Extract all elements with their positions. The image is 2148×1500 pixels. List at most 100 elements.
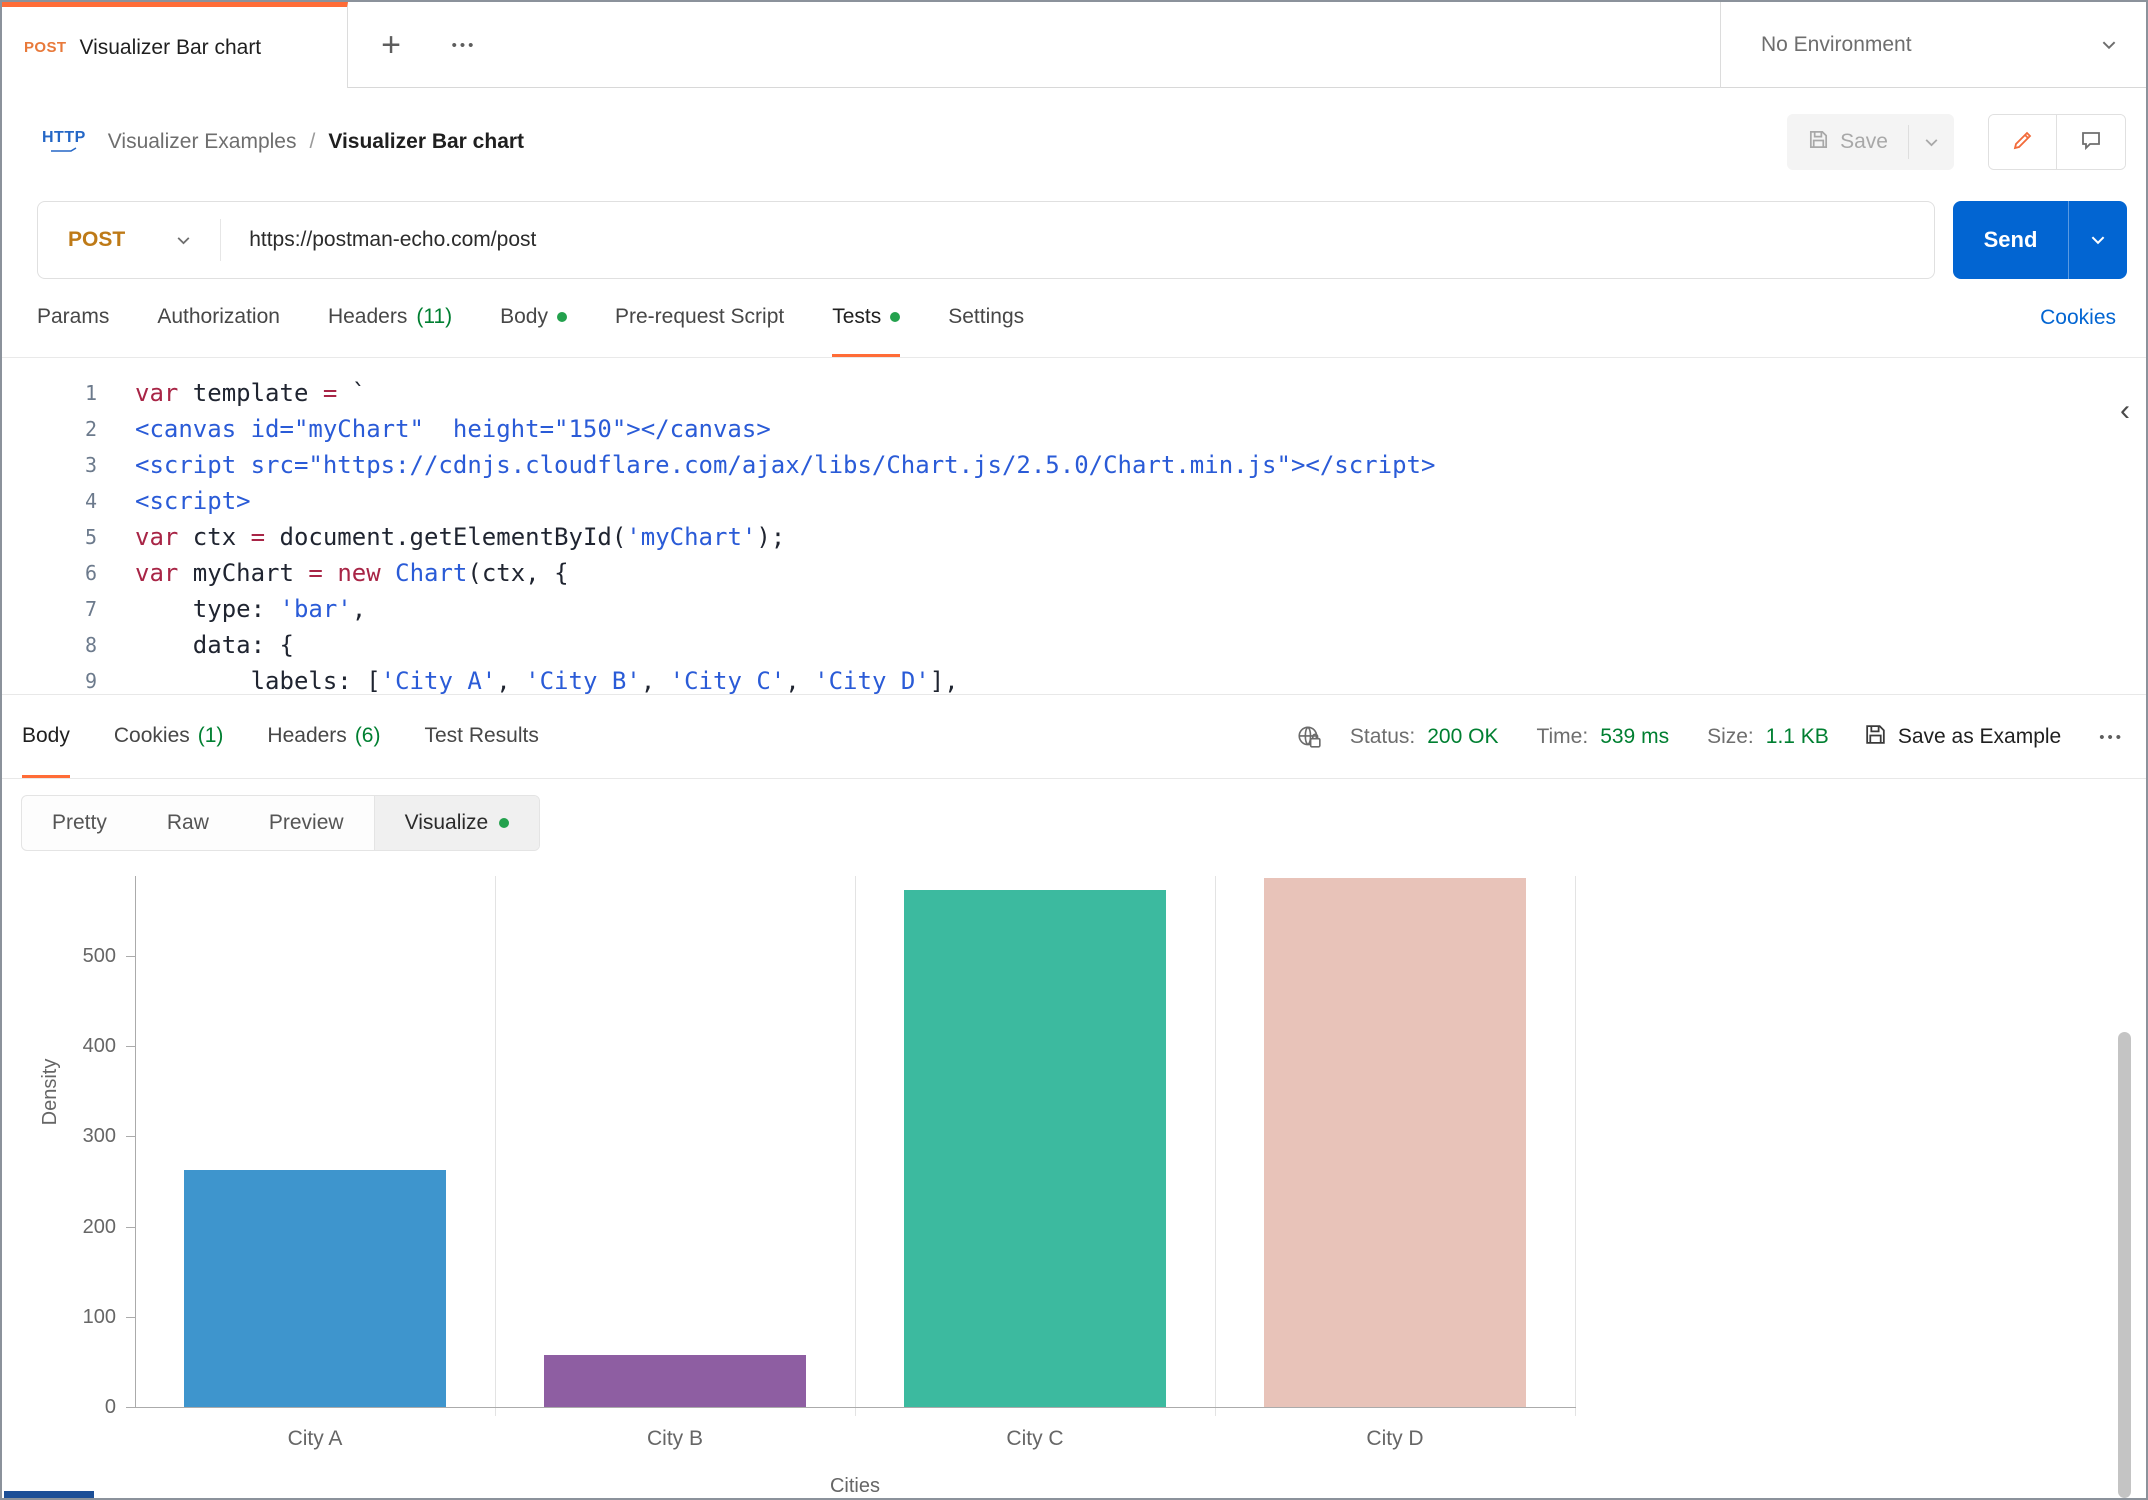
environment-selector[interactable]: No Environment xyxy=(1720,2,2146,88)
code-line[interactable]: 8 data: { xyxy=(2,627,2146,663)
y-tick-label: 100 xyxy=(82,1305,116,1328)
time-value: 539 ms xyxy=(1600,725,1670,748)
y-tick xyxy=(126,1316,135,1318)
network-globe-icon[interactable] xyxy=(1296,724,1322,750)
code-line[interactable]: 4 <script> xyxy=(2,483,2146,519)
save-floppy-icon xyxy=(1807,128,1830,157)
tab-method-label: POST xyxy=(24,39,67,56)
http-request-icon: HTTP xyxy=(42,130,86,153)
gridline xyxy=(855,876,856,1416)
request-tab-params[interactable]: Params xyxy=(37,304,110,328)
green-dot-icon xyxy=(557,311,567,322)
bar-city-d xyxy=(1264,878,1526,1407)
response-tab-body[interactable]: Body xyxy=(22,696,70,778)
time-label: Time: xyxy=(1536,725,1589,748)
save-floppy-icon xyxy=(1863,722,1888,753)
size-value: 1.1 KB xyxy=(1765,725,1829,748)
cookies-link[interactable]: Cookies xyxy=(2040,306,2116,329)
visualizer-chart: 0 100 200 300 400 500 City A City B City C City D… xyxy=(2,855,2115,1498)
send-button[interactable]: Send xyxy=(1953,201,2069,279)
tab-options-button[interactable]: ••• xyxy=(434,2,494,88)
line-number: 4 xyxy=(84,489,97,513)
gridline xyxy=(1575,876,1576,1416)
comments-button[interactable] xyxy=(2057,115,2125,169)
tests-code-editor[interactable]: 1 var template = ` 2 <canvas id="myChart" h… xyxy=(2,359,2146,695)
chart-plot-area: 0 100 200 300 400 500 City A City B City C City D… xyxy=(2,876,2115,1498)
code-lines: 1 var template = ` 2 <canvas id="myChart" h… xyxy=(2,375,2146,694)
request-tab-authorization[interactable]: Authorization xyxy=(157,304,280,328)
response-tab-cookies[interactable]: Cookies (1) xyxy=(113,723,224,747)
breadcrumb-parent[interactable]: Visualizer Examples xyxy=(107,130,297,153)
divider xyxy=(1908,125,1909,159)
x-category-label: City C xyxy=(1006,1427,1064,1450)
line-number: 6 xyxy=(84,561,97,585)
request-tab-headers[interactable]: Headers (11) xyxy=(327,304,453,328)
bar-city-b xyxy=(544,1355,806,1407)
y-axis-title: Density xyxy=(39,1058,61,1126)
request-tab-tests[interactable]: Tests xyxy=(832,279,901,357)
code-line[interactable]: 7 type: 'bar', xyxy=(2,591,2146,627)
request-tab-pre-request-script[interactable]: Pre-request Script xyxy=(615,304,785,328)
y-tick-label: 0 xyxy=(104,1396,116,1418)
view-pretty[interactable]: Pretty xyxy=(52,811,107,834)
y-tick-label: 400 xyxy=(82,1035,116,1058)
request-url-box: POST https://postman-echo.com/post xyxy=(37,201,1935,279)
method-selector[interactable]: POST xyxy=(38,228,220,252)
request-tab-body[interactable]: Body xyxy=(500,279,567,357)
line-number: 2 xyxy=(84,417,97,441)
y-tick xyxy=(126,1407,135,1408)
y-tick xyxy=(126,956,135,957)
request-tab-settings[interactable]: Settings xyxy=(948,304,1025,328)
save-button-group: Save xyxy=(1787,114,1954,170)
request-tab[interactable]: POST Visualizer Bar chart xyxy=(2,2,348,88)
code-line[interactable]: 1 var template = ` xyxy=(2,375,2146,411)
method-label: POST xyxy=(68,228,126,251)
code-line[interactable]: 9 labels: ['City A', 'City B', 'City C',… xyxy=(2,663,2146,694)
save-button[interactable]: Save xyxy=(1787,128,1908,157)
bar-city-c xyxy=(904,890,1166,1407)
divider xyxy=(220,219,222,261)
view-preview[interactable]: Preview xyxy=(268,811,344,834)
save-as-example-button[interactable]: Save as Example xyxy=(1863,722,2061,753)
save-label: Save xyxy=(1840,130,1888,153)
collapse-panel-icon[interactable]: ‹ xyxy=(2120,394,2130,427)
response-tab-headers[interactable]: Headers (6) xyxy=(267,723,381,747)
edit-button[interactable] xyxy=(1989,115,2057,169)
url-input[interactable]: https://postman-echo.com/post xyxy=(249,228,537,251)
response-view-switcher: Pretty Raw Preview Visualize xyxy=(21,795,541,851)
gridline xyxy=(1215,876,1216,1416)
view-visualize[interactable]: Visualize xyxy=(373,796,540,850)
line-number: 8 xyxy=(84,633,97,657)
x-category-label: City A xyxy=(287,1427,343,1450)
more-dots-icon: ••• xyxy=(451,36,477,54)
code-line[interactable]: 6 var myChart = new Chart(ctx, { xyxy=(2,555,2146,591)
code-line[interactable]: 3 <script src="https://cdnjs.cloudflare.c… xyxy=(2,447,2146,483)
chevron-down-icon xyxy=(175,232,192,249)
vertical-scrollbar[interactable] xyxy=(2118,1032,2131,1498)
y-tick xyxy=(126,1136,135,1138)
line-number: 1 xyxy=(84,381,97,405)
send-options-button[interactable] xyxy=(2069,201,2127,279)
save-options-button[interactable] xyxy=(1909,134,1954,151)
view-raw[interactable]: Raw xyxy=(166,811,209,834)
size-label: Size: xyxy=(1707,725,1754,748)
request-tabs-row: Params Authorization Headers (11) Body Pre-re… xyxy=(2,279,2146,358)
response-options-button[interactable]: ••• xyxy=(2099,728,2124,746)
gridline xyxy=(495,876,496,1416)
x-axis-line xyxy=(135,1407,1576,1408)
chevron-down-icon xyxy=(2100,36,2118,54)
response-tab-test-results[interactable]: Test Results xyxy=(424,723,539,747)
pencil-icon xyxy=(2011,128,2035,157)
status-label: Status: xyxy=(1349,725,1416,748)
y-tick-label: 500 xyxy=(82,945,116,967)
code-line[interactable]: 2 <canvas id="myChart" height="150"></can… xyxy=(2,411,2146,447)
code-line[interactable]: 5 var ctx = document.getElementById('myCh… xyxy=(2,519,2146,555)
y-tick-label: 300 xyxy=(82,1125,116,1148)
response-header: Body Cookies (1) Headers (6) Test Results Sta… xyxy=(2,696,2146,779)
new-tab-button[interactable]: + xyxy=(364,2,418,88)
breadcrumb-row: HTTP Visualizer Examples / Visualizer Ba… xyxy=(2,89,2146,195)
green-dot-icon xyxy=(499,818,510,828)
y-tick-label: 200 xyxy=(82,1215,116,1238)
request-tabs: Params Authorization Headers (11) Body Pre-re… xyxy=(37,279,1024,357)
